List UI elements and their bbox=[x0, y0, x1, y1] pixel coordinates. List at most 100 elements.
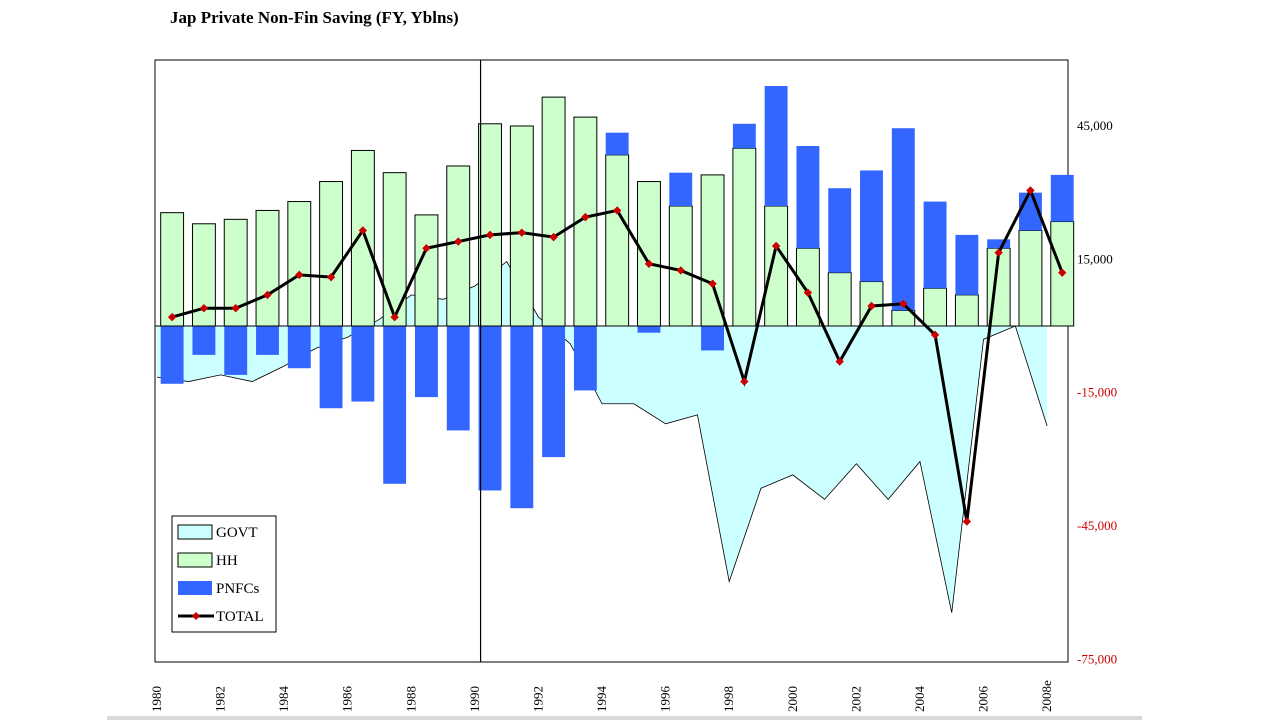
legend-swatch-pnfcs bbox=[178, 581, 212, 595]
hh-bar bbox=[637, 181, 661, 327]
hh-bar bbox=[446, 165, 471, 327]
hh-bar bbox=[668, 205, 693, 327]
x-tick-label: 2002 bbox=[848, 686, 863, 712]
hh-bar bbox=[414, 214, 439, 327]
total-marker bbox=[899, 299, 908, 308]
x-tick-label: 1988 bbox=[403, 686, 418, 712]
pnfcs-bar bbox=[860, 170, 883, 282]
pnfcs-bar bbox=[987, 239, 1011, 249]
total-marker bbox=[263, 290, 272, 300]
total-marker bbox=[581, 212, 590, 222]
x-tick-label: 2000 bbox=[785, 686, 800, 712]
total-marker bbox=[390, 312, 399, 322]
pnfcs-bar bbox=[669, 172, 693, 206]
x-tick-label: 1980 bbox=[149, 686, 164, 712]
plot-frame bbox=[154, 59, 1069, 663]
hh-bar bbox=[287, 201, 312, 327]
hh-bar bbox=[795, 247, 820, 327]
y-tick-label: -15,000 bbox=[1077, 385, 1117, 400]
pnfcs-bar bbox=[955, 234, 979, 295]
total-marker bbox=[771, 241, 781, 251]
hh-bar bbox=[350, 149, 375, 327]
x-tick-label: 2008e bbox=[1039, 680, 1054, 712]
legend-label-hh: HH bbox=[216, 553, 238, 569]
total-marker bbox=[422, 244, 431, 253]
hh-bar bbox=[160, 212, 185, 327]
total-marker bbox=[930, 330, 940, 340]
x-tick-label: 1994 bbox=[594, 686, 609, 713]
pnfcs-bar bbox=[701, 326, 724, 351]
pnfcs-bar bbox=[192, 326, 216, 355]
pnfcs-bar bbox=[160, 326, 184, 384]
legend-label-govt: GOVT bbox=[216, 525, 258, 541]
pnfcs-bar bbox=[573, 326, 597, 391]
x-tick-label: 1982 bbox=[213, 686, 228, 712]
total-marker bbox=[167, 312, 177, 322]
x-tick-label: 1992 bbox=[530, 686, 545, 712]
hh-bar bbox=[605, 154, 630, 327]
total-marker bbox=[644, 259, 654, 268]
y-tick-label: 15,000 bbox=[1077, 251, 1113, 266]
x-tick-label: 1984 bbox=[276, 686, 291, 713]
x-tick-label: 1986 bbox=[340, 686, 355, 713]
pnfcs-bar bbox=[319, 326, 343, 409]
total-marker bbox=[199, 304, 209, 313]
x-tick-label: 1998 bbox=[721, 686, 736, 712]
pnfcs-bar bbox=[446, 326, 470, 431]
pnfcs-bar bbox=[1050, 174, 1074, 222]
pnfcs-bar bbox=[224, 326, 248, 375]
pnfcs-bar bbox=[605, 132, 629, 155]
hh-bar bbox=[1018, 229, 1043, 327]
pnfcs-bar bbox=[383, 326, 407, 484]
total-marker bbox=[485, 230, 495, 240]
chart-title: Jap Private Non-Fin Saving (FY, Yblns) bbox=[170, 8, 459, 27]
total-marker bbox=[517, 228, 527, 237]
pnfcs-bar bbox=[414, 326, 438, 398]
y-tick-label: -45,000 bbox=[1077, 518, 1117, 533]
total-marker bbox=[358, 226, 368, 235]
pnfcs-bar bbox=[764, 86, 788, 206]
hh-bar bbox=[255, 209, 280, 327]
x-tick-label: 2004 bbox=[912, 686, 927, 713]
y-tick-label: -75,000 bbox=[1077, 651, 1117, 666]
x-tick-label: 2006 bbox=[976, 686, 991, 713]
total-marker bbox=[962, 517, 972, 526]
y-tick-label: 45,000 bbox=[1077, 118, 1113, 133]
total-marker bbox=[708, 279, 717, 288]
pnfcs-bar bbox=[637, 326, 661, 333]
hh-bar bbox=[827, 272, 852, 327]
legend-swatch-hh bbox=[177, 552, 213, 568]
hh-bar bbox=[732, 147, 757, 327]
total-marker bbox=[326, 272, 336, 282]
x-tick-label: 1990 bbox=[467, 686, 482, 712]
total-marker bbox=[994, 248, 1003, 257]
hh-bar bbox=[509, 125, 534, 327]
hh-bar bbox=[954, 294, 979, 327]
total-marker bbox=[454, 237, 463, 246]
pnfcs-bar bbox=[287, 326, 311, 369]
total-marker bbox=[231, 304, 240, 313]
total-marker bbox=[295, 270, 304, 280]
hh-bar bbox=[319, 181, 344, 327]
pnfcs-bar bbox=[478, 326, 502, 491]
total-marker bbox=[549, 232, 558, 242]
bottom-divider bbox=[107, 716, 1142, 720]
pnfcs-bar bbox=[256, 326, 279, 355]
total-marker bbox=[1058, 268, 1067, 277]
pnfcs-bar bbox=[796, 146, 820, 249]
pnfcs-bar bbox=[510, 326, 534, 509]
pnfcs-bar bbox=[542, 326, 566, 458]
govt-area bbox=[157, 261, 1048, 613]
total-marker bbox=[676, 266, 685, 275]
hh-bar bbox=[541, 96, 566, 327]
legend-label-pnfcs: PNFCs bbox=[216, 581, 260, 597]
pnfcs-bar bbox=[732, 123, 756, 149]
hh-bar bbox=[478, 123, 502, 327]
total-marker bbox=[740, 377, 749, 386]
x-tick-label: 1996 bbox=[658, 686, 673, 713]
legend-label-total: TOTAL bbox=[216, 609, 264, 625]
total-marker bbox=[612, 206, 622, 215]
hh-bar bbox=[764, 205, 789, 327]
pnfcs-bar bbox=[923, 201, 947, 289]
total-marker bbox=[867, 301, 876, 311]
